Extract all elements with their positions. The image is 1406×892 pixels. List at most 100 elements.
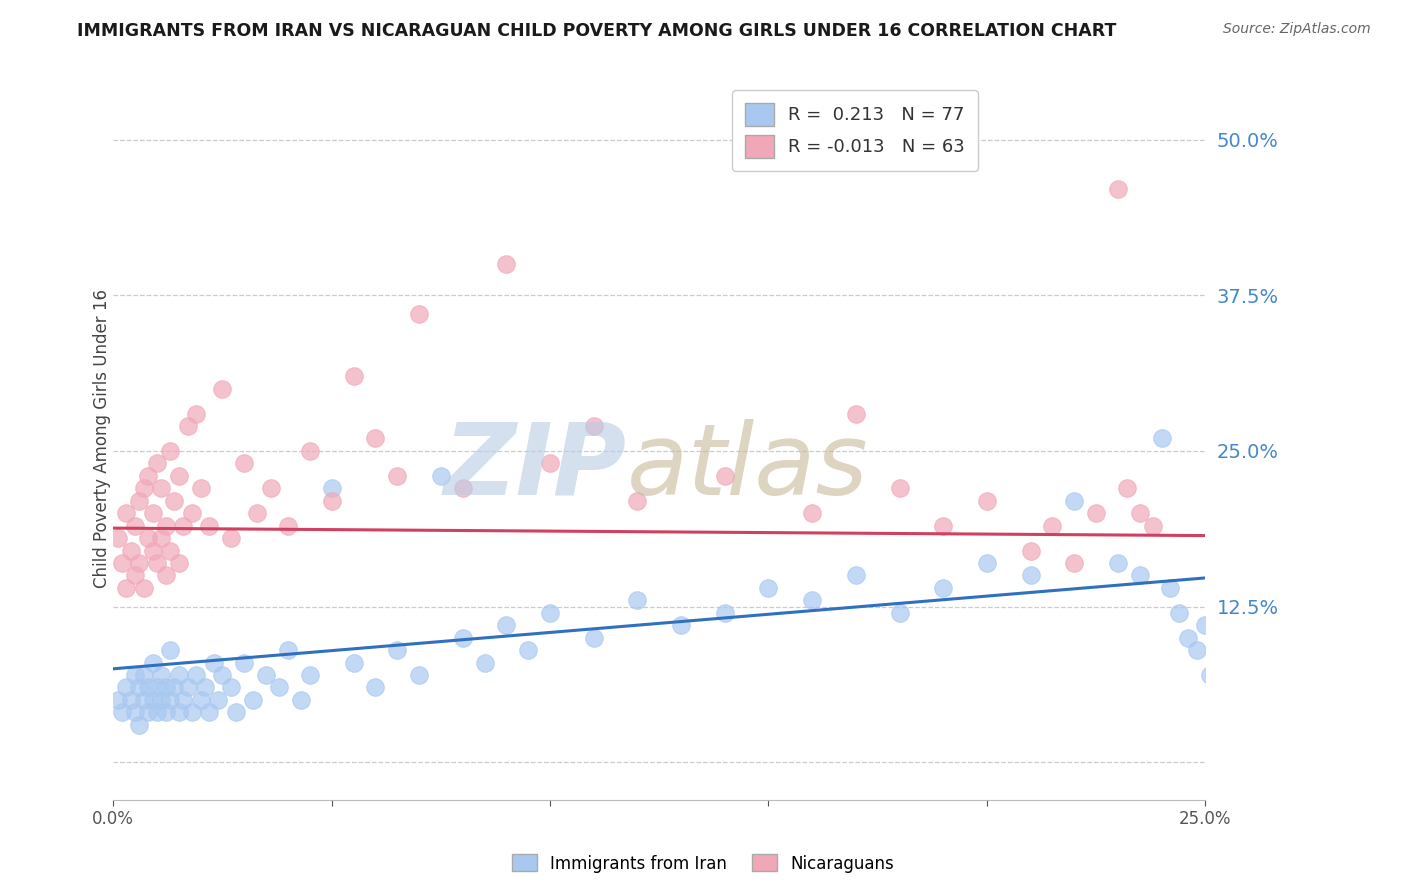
Point [277,518,299,533]
Point [1194,618,1216,632]
Point [132,581,155,595]
Text: atlas: atlas [627,419,868,516]
Point [242,693,264,707]
Point [190,693,212,707]
Point [128,718,150,732]
Point [1019,568,1042,582]
Point [142,656,165,670]
Point [142,506,165,520]
Point [128,493,150,508]
Point [124,518,146,533]
Point [254,668,277,682]
Point [321,493,343,508]
Point [128,681,150,695]
Point [626,593,648,607]
Point [142,693,165,707]
Point [146,556,169,570]
Point [495,257,517,271]
Point [801,506,824,520]
Point [298,668,321,682]
Point [364,432,387,446]
Point [186,668,208,682]
Point [150,668,173,682]
Point [976,493,998,508]
Point [277,643,299,657]
Point [408,307,430,321]
Point [142,543,165,558]
Point [132,481,155,495]
Point [155,681,177,695]
Point [269,681,291,695]
Point [176,419,198,434]
Legend: R =  0.213   N = 77, R = -0.013   N = 63: R = 0.213 N = 77, R = -0.013 N = 63 [733,90,977,170]
Point [1198,668,1220,682]
Point [1085,506,1108,520]
Point [150,481,173,495]
Point [120,693,142,707]
Point [159,543,181,558]
Point [451,481,474,495]
Point [801,593,824,607]
Point [290,693,312,707]
Point [495,618,517,632]
Point [233,456,256,470]
Point [1019,543,1042,558]
Point [132,668,155,682]
Text: ZIP: ZIP [443,419,627,516]
Point [111,556,134,570]
Point [1063,556,1085,570]
Point [451,631,474,645]
Point [136,531,159,545]
Point [1115,481,1137,495]
Point [845,407,868,421]
Point [190,481,212,495]
Point [132,693,155,707]
Point [198,706,221,720]
Point [172,518,194,533]
Point [1142,518,1164,533]
Point [163,681,186,695]
Point [146,681,169,695]
Point [159,643,181,657]
Point [167,468,190,483]
Point [1107,182,1129,196]
Y-axis label: Child Poverty Among Girls Under 16: Child Poverty Among Girls Under 16 [93,289,111,588]
Point [120,543,142,558]
Point [408,668,430,682]
Point [1168,606,1191,620]
Point [211,668,233,682]
Point [233,656,256,670]
Point [115,581,138,595]
Point [1107,556,1129,570]
Point [167,668,190,682]
Point [128,556,150,570]
Point [202,656,225,670]
Point [845,568,868,582]
Point [385,468,408,483]
Point [1185,643,1208,657]
Point [758,581,780,595]
Point [115,681,138,695]
Point [163,493,186,508]
Point [714,468,737,483]
Point [124,568,146,582]
Point [342,369,364,384]
Point [582,631,605,645]
Point [626,493,648,508]
Point [198,518,221,533]
Point [298,444,321,458]
Point [150,693,173,707]
Point [180,706,202,720]
Point [146,706,169,720]
Point [124,668,146,682]
Point [1159,581,1181,595]
Point [155,518,177,533]
Point [321,481,343,495]
Point [167,556,190,570]
Point [225,706,247,720]
Point [669,618,692,632]
Point [889,481,911,495]
Point [136,468,159,483]
Point [155,568,177,582]
Point [211,382,233,396]
